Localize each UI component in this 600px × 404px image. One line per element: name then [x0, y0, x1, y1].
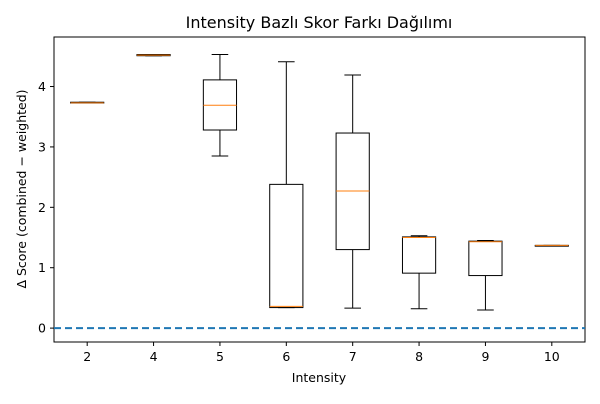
- x-tick-label: 6: [282, 349, 290, 364]
- y-tick-label: 3: [38, 139, 46, 154]
- x-tick-label: 2: [83, 349, 91, 364]
- plot-area: 0 1 2 3 4 2 4 5 6 7 8 9 10: [38, 36, 586, 364]
- x-tick-label: 5: [216, 349, 224, 364]
- box-iqr: [269, 183, 304, 309]
- x-axis-label: Intensity: [292, 370, 347, 385]
- x-tick-label: 4: [150, 349, 158, 364]
- box-iqr: [468, 240, 503, 277]
- y-tick-label: 0: [38, 321, 46, 336]
- x-tick-label: 7: [349, 349, 357, 364]
- y-tick-label: 1: [38, 260, 46, 275]
- x-tick-label: 10: [544, 349, 560, 364]
- x-tick-label: 8: [415, 349, 423, 364]
- y-axis-label: Δ Score (combined − weighted): [14, 89, 29, 288]
- x-tick-label: 9: [481, 349, 489, 364]
- chart-title: Intensity Bazlı Skor Farkı Dağılımı: [186, 13, 453, 32]
- y-tick-label: 4: [38, 79, 46, 94]
- y-tick-label: 2: [38, 200, 46, 215]
- axes-frame: [53, 36, 586, 343]
- box-iqr: [401, 236, 437, 274]
